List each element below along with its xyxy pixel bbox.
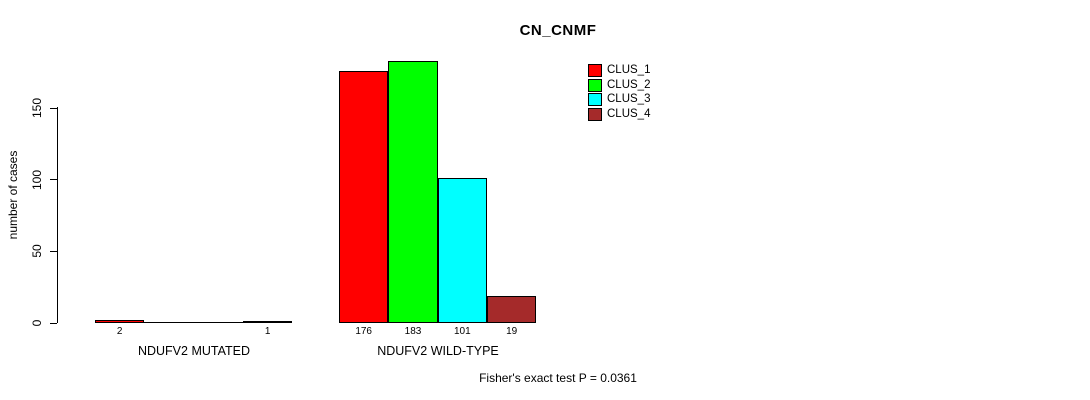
y-axis-title: number of cases xyxy=(6,150,20,240)
legend-label-clus1: CLUS_1 xyxy=(607,64,651,76)
bar-value-label: 19 xyxy=(506,326,518,337)
y-tick-label-0: 0 xyxy=(30,319,44,327)
y-tick-label-150: 150 xyxy=(30,97,44,119)
bar-clus_2 xyxy=(144,322,194,323)
legend-row-clus1: CLUS_1 xyxy=(588,64,651,77)
legend: CLUS_1 CLUS_2 CLUS_3 CLUS_4 xyxy=(588,64,651,121)
y-tick-100 xyxy=(50,179,57,181)
legend-swatch-clus2 xyxy=(588,78,602,92)
legend-label-clus2: CLUS_2 xyxy=(607,78,651,91)
bar-value-label: 183 xyxy=(404,326,422,337)
y-tick-0 xyxy=(50,322,57,324)
y-tick-50 xyxy=(50,250,57,252)
bar-clus_2 xyxy=(388,61,438,323)
bar-clus_4 xyxy=(486,296,537,323)
fisher-test-annotation: Fisher's exact test P = 0.0361 xyxy=(479,371,637,385)
x-group-label-wildtype: NDUFV2 WILD-TYPE xyxy=(377,344,499,358)
legend-swatch-clus3 xyxy=(588,93,602,106)
bar-value-label: 1 xyxy=(264,326,271,337)
bar-clus_1 xyxy=(95,320,145,323)
y-tick-150 xyxy=(50,107,57,109)
legend-label-clus4: CLUS_4 xyxy=(607,107,651,120)
y-axis-line xyxy=(57,107,58,323)
legend-row-clus3: CLUS_3 xyxy=(588,93,651,106)
bar-clus_4 xyxy=(242,321,293,323)
bar-value-label: 2 xyxy=(116,326,123,337)
y-tick-label-50: 50 xyxy=(30,244,44,258)
legend-swatch-clus1 xyxy=(588,64,602,77)
bar-clus_3 xyxy=(193,322,243,323)
x-group-label-mutated: NDUFV2 MUTATED xyxy=(137,344,251,358)
bar-value-label: 101 xyxy=(453,326,471,337)
legend-swatch-clus4 xyxy=(588,107,602,121)
bar-clus_1 xyxy=(339,71,389,323)
bar-clus_3 xyxy=(437,178,487,323)
bar-value-label: 176 xyxy=(355,326,372,337)
legend-row-clus4: CLUS_4 xyxy=(588,107,651,121)
y-tick-label-100: 100 xyxy=(30,169,44,190)
chart-title: CN_CNMF xyxy=(519,22,597,39)
legend-row-clus2: CLUS_2 xyxy=(588,78,651,92)
legend-label-clus3: CLUS_3 xyxy=(607,93,651,105)
